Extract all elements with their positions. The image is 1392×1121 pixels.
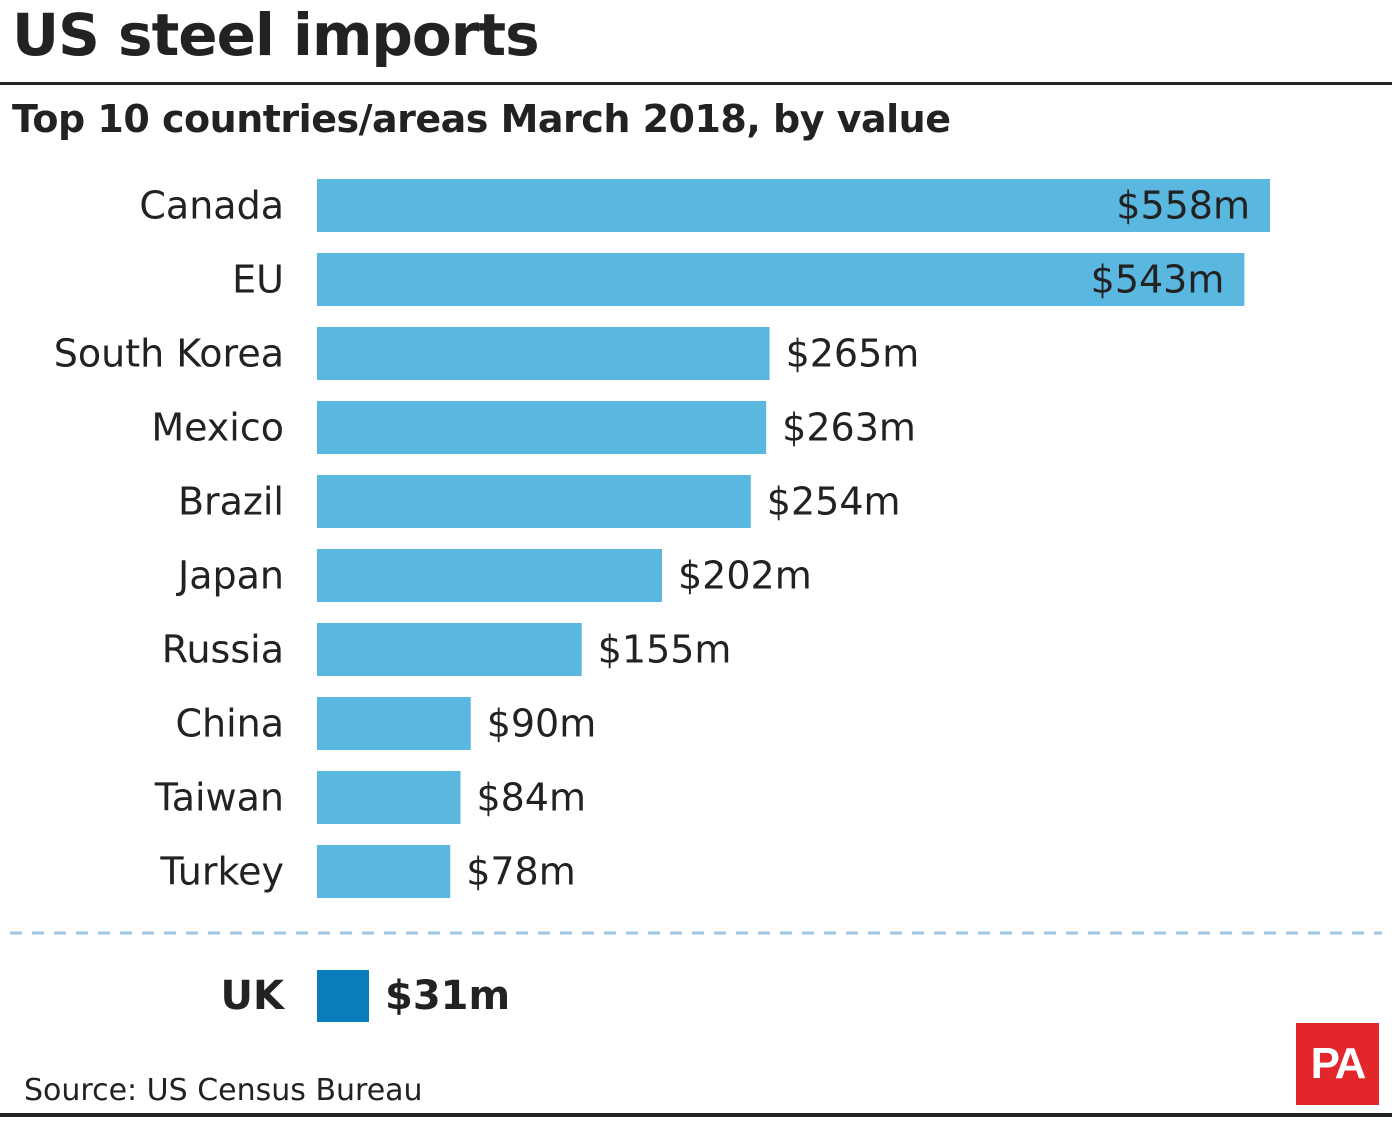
bar-brazil [317,475,751,528]
bar-turkey [317,845,451,898]
category-label-taiwan: Taiwan [154,776,284,820]
title-rule [0,82,1392,85]
value-label-turkey: $78m [466,850,576,894]
category-label-china: China [175,702,284,746]
pa-logo: PA [1296,1023,1379,1105]
source-note: Source: US Census Bureau [24,1073,423,1108]
category-label-canada: Canada [139,184,284,228]
category-label-uk: UK [221,973,286,1019]
chart-title: US steel imports [12,1,540,69]
value-label-eu: $543m [1091,258,1225,302]
value-label-brazil: $254m [767,480,901,524]
bar-mexico [317,401,767,454]
category-label-japan: Japan [176,554,284,598]
value-label-taiwan: $84m [476,776,586,820]
value-label-uk: $31m [385,973,510,1019]
category-label-turkey: Turkey [159,850,284,894]
value-label-china: $90m [487,702,597,746]
bottom-rule [0,1113,1392,1117]
category-label-south-korea: South Korea [54,332,284,376]
bar-eu [317,253,1245,306]
value-label-canada: $558m [1116,184,1250,228]
bar-russia [317,623,582,676]
value-label-japan: $202m [678,554,812,598]
category-label-brazil: Brazil [178,480,284,524]
bar-canada [317,179,1270,232]
bar-china [317,697,471,750]
value-label-mexico: $263m [782,406,916,450]
value-label-russia: $155m [598,628,732,672]
chart-subtitle: Top 10 countries/areas March 2018, by va… [12,97,951,141]
bar-uk [317,970,369,1022]
bar-japan [317,549,662,602]
category-label-eu: EU [232,258,284,302]
category-label-russia: Russia [162,628,284,672]
bar-taiwan [317,771,461,824]
bar-chart: Canada $558m EU $543m South Korea $265m Mexico… [10,179,1382,1022]
category-label-mexico: Mexico [151,406,284,450]
value-label-south-korea: $265m [786,332,920,376]
bar-south-korea [317,327,770,380]
